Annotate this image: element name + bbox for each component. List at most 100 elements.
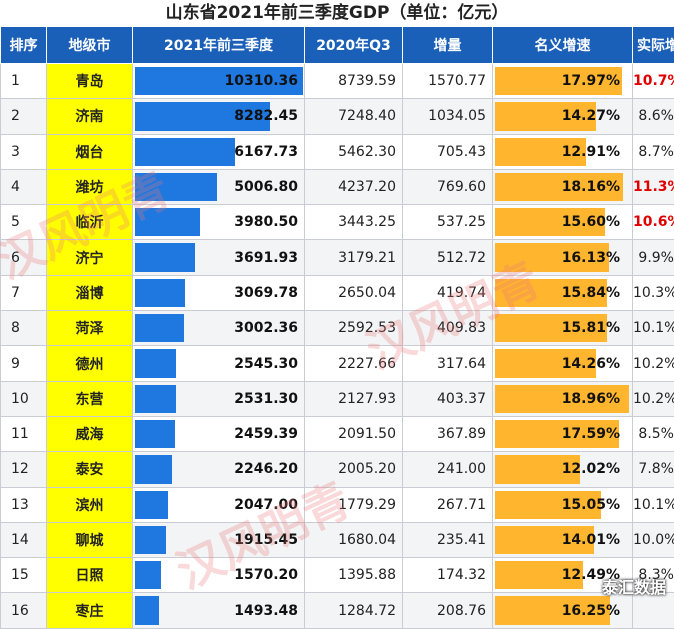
gdp2021-cell: 3002.36 — [133, 311, 305, 346]
gdp-bar — [135, 349, 176, 377]
increase-cell: 512.72 — [403, 240, 493, 275]
gdp-table: 排序 地级市 2021年前三季度 2020年Q3 增量 名义增速 实际增速 1青… — [0, 26, 674, 629]
gdp2021-cell: 1570.20 — [133, 558, 305, 593]
growth-value-label: 16.13% — [562, 240, 620, 274]
gdp2021-cell: 3069.78 — [133, 275, 305, 310]
city-cell: 烟台 — [47, 134, 133, 169]
gdp-value-label: 2246.20 — [234, 452, 298, 486]
gdp2020-cell: 2650.04 — [305, 275, 403, 310]
nominal-growth-cell: 17.97% — [493, 64, 633, 99]
city-cell: 枣庄 — [47, 593, 133, 628]
nominal-growth-cell: 17.59% — [493, 416, 633, 451]
rank-cell: 6 — [1, 240, 47, 275]
gdp2020-cell: 1779.29 — [305, 487, 403, 522]
gdp2020-cell: 1395.88 — [305, 558, 403, 593]
gdp-value-label: 2531.30 — [234, 382, 298, 416]
city-cell: 济宁 — [47, 240, 133, 275]
gdp-bar — [135, 561, 161, 589]
gdp-value-label: 1570.20 — [234, 558, 298, 592]
city-cell: 济南 — [47, 99, 133, 134]
gdp-bar — [135, 491, 168, 519]
table-header-row: 排序 地级市 2021年前三季度 2020年Q3 增量 名义增速 实际增速 — [1, 27, 674, 64]
nominal-growth-cell: 18.96% — [493, 381, 633, 416]
growth-value-label: 15.84% — [562, 276, 620, 310]
col-header-increase: 增量 — [403, 27, 493, 64]
page-title: 山东省2021年前三季度GDP（单位：亿元） — [0, 0, 674, 26]
gdp2020-cell: 7248.40 — [305, 99, 403, 134]
increase-cell: 419.74 — [403, 275, 493, 310]
gdp2021-cell: 2459.39 — [133, 416, 305, 451]
gdp-bar — [135, 596, 159, 624]
gdp2020-cell: 2005.20 — [305, 452, 403, 487]
growth-value-label: 14.01% — [562, 523, 620, 557]
increase-cell: 1570.77 — [403, 64, 493, 99]
growth-value-label: 18.16% — [562, 170, 620, 204]
real-growth-cell: 10.1% — [633, 487, 674, 522]
gdp-bar — [135, 314, 184, 342]
growth-value-label: 12.02% — [562, 452, 620, 486]
growth-value-label: 17.97% — [562, 64, 620, 98]
gdp-value-label: 3002.36 — [234, 311, 298, 345]
gdp2021-cell: 10310.36 — [133, 64, 305, 99]
growth-value-label: 14.27% — [562, 99, 620, 133]
gdp2021-cell: 1915.45 — [133, 522, 305, 557]
increase-cell: 241.00 — [403, 452, 493, 487]
real-growth-cell — [633, 593, 674, 628]
col-header-rank: 排序 — [1, 27, 47, 64]
rank-cell: 8 — [1, 311, 47, 346]
gdp2021-cell: 5006.80 — [133, 169, 305, 204]
gdp2020-cell: 2592.53 — [305, 311, 403, 346]
real-growth-cell: 10.1% — [633, 311, 674, 346]
rank-cell: 15 — [1, 558, 47, 593]
gdp-value-label: 2047.00 — [234, 488, 298, 522]
rank-cell: 5 — [1, 205, 47, 240]
growth-value-label: 17.59% — [562, 417, 620, 451]
gdp2021-cell: 3691.93 — [133, 240, 305, 275]
real-growth-cell: 9.9% — [633, 240, 674, 275]
real-growth-cell: 10.2% — [633, 346, 674, 381]
growth-value-label: 15.60% — [562, 205, 620, 239]
gdp2020-cell: 2091.50 — [305, 416, 403, 451]
gdp2021-cell: 1493.48 — [133, 593, 305, 628]
gdp-bar — [135, 173, 217, 201]
increase-cell: 317.64 — [403, 346, 493, 381]
col-header-city: 地级市 — [47, 27, 133, 64]
city-cell: 德州 — [47, 346, 133, 381]
city-cell: 东营 — [47, 381, 133, 416]
increase-cell: 409.83 — [403, 311, 493, 346]
real-growth-cell: 10.0% — [633, 522, 674, 557]
growth-value-label: 15.05% — [562, 488, 620, 522]
nominal-growth-cell: 12.49% — [493, 558, 633, 593]
city-cell: 青岛 — [47, 64, 133, 99]
gdp-value-label: 2459.39 — [234, 417, 298, 451]
gdp2020-cell: 5462.30 — [305, 134, 403, 169]
gdp-value-label: 5006.80 — [234, 170, 298, 204]
nominal-growth-cell: 15.60% — [493, 205, 633, 240]
gdp2020-cell: 8739.59 — [305, 64, 403, 99]
nominal-growth-cell: 14.01% — [493, 522, 633, 557]
real-growth-cell: 7.8% — [633, 452, 674, 487]
gdp-value-label: 3980.50 — [234, 205, 298, 239]
real-growth-cell: 8.3% — [633, 558, 674, 593]
city-cell: 威海 — [47, 416, 133, 451]
nominal-growth-cell: 15.05% — [493, 487, 633, 522]
rank-cell: 1 — [1, 64, 47, 99]
gdp-value-label: 8282.45 — [234, 99, 298, 133]
growth-value-label: 12.91% — [562, 135, 620, 169]
gdp2021-cell: 2246.20 — [133, 452, 305, 487]
gdp2020-cell: 3179.21 — [305, 240, 403, 275]
increase-cell: 769.60 — [403, 169, 493, 204]
increase-cell: 367.89 — [403, 416, 493, 451]
city-cell: 滨州 — [47, 487, 133, 522]
gdp2021-cell: 6167.73 — [133, 134, 305, 169]
